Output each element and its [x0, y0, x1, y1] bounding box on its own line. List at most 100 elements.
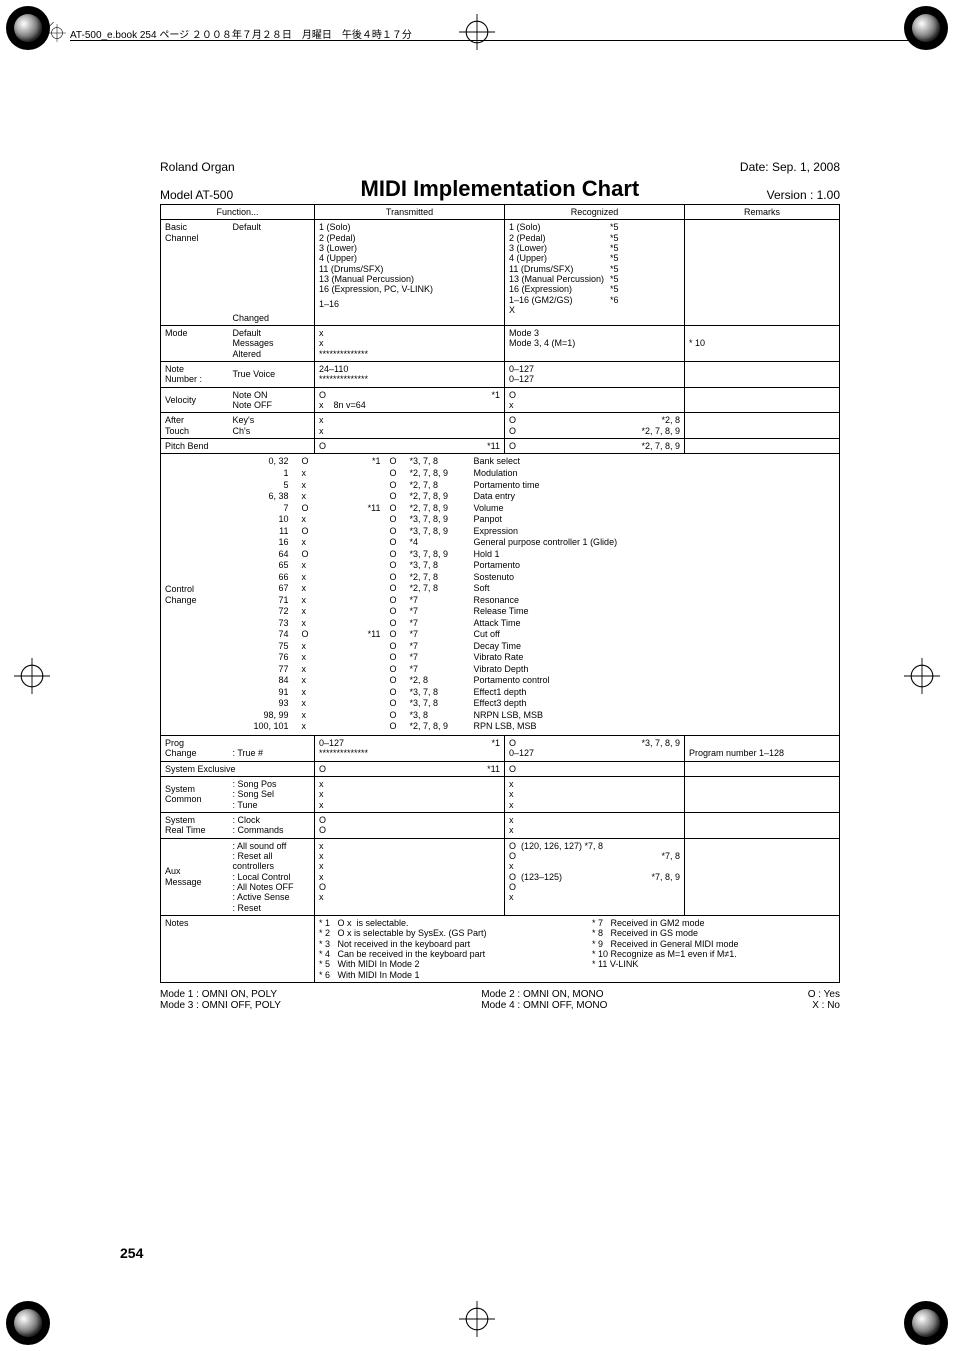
cell: : Song Pos : Song Sel : Tune	[229, 776, 315, 812]
cc-rem: Cut off	[471, 629, 631, 641]
cc-rem: NRPN LSB, MSB	[471, 710, 631, 722]
cc-txn	[357, 721, 387, 733]
cc-rx: O	[387, 514, 407, 526]
cell: : Clock	[233, 815, 311, 825]
brand-line: Roland Organ	[160, 160, 235, 174]
cc-rxn: *3, 7, 8, 9	[407, 526, 471, 538]
cc-tx: x	[299, 537, 357, 549]
cc-txn: *1	[357, 456, 387, 468]
cell: True Voice	[229, 362, 315, 388]
cell: * 10	[685, 326, 840, 362]
cell: x x x	[315, 776, 505, 812]
cc-rx: O	[387, 572, 407, 584]
corner-ornament	[904, 1301, 948, 1345]
cc-rxn: *7	[407, 652, 471, 664]
cc-tx: x	[299, 721, 357, 733]
cell: 1 (Solo) 2 (Pedal) 3 (Lower) 4 (Upper) 1…	[505, 220, 685, 326]
cc-txn	[357, 675, 387, 687]
cc-txn	[357, 480, 387, 492]
cell: 24–110 **************	[315, 362, 505, 388]
cell: 1 (Solo) 2 (Pedal) 3 (Lower) 4 (Upper) 1…	[509, 222, 610, 305]
cc-num: 91	[229, 687, 299, 699]
cc-num: 73	[229, 618, 299, 630]
cc-tx: x	[299, 618, 357, 630]
cc-rem: General purpose controller 1 (Glide)	[471, 537, 631, 549]
cc-num: 65	[229, 560, 299, 572]
cc-num: 77	[229, 664, 299, 676]
cell: O*2, 7, 8, 9	[505, 439, 685, 454]
cc-rxn: *7	[407, 595, 471, 607]
cc-num: 75	[229, 641, 299, 653]
cc-num: 76	[229, 652, 299, 664]
cc-txn	[357, 537, 387, 549]
cc-num: 67	[229, 583, 299, 595]
cc-num: 0, 32	[229, 456, 299, 468]
cc-num: 98, 99	[229, 710, 299, 722]
cc-tx: x	[299, 698, 357, 710]
cc-rxn: *3, 7, 8	[407, 687, 471, 699]
cell: : All Notes OFF	[233, 882, 311, 892]
cc-rx: O	[387, 698, 407, 710]
cell: O	[505, 761, 685, 776]
cc-rem: Effect1 depth	[471, 687, 631, 699]
midi-chart-table: Function... Transmitted Recognized Remar…	[160, 204, 840, 983]
cell: : Reset all controllers	[233, 851, 311, 872]
cc-rx: O	[387, 526, 407, 538]
cc-tx: O	[299, 629, 357, 641]
cell: x x x	[505, 776, 685, 812]
cell: O (120, 126, 127) *7, 8 O x O (123–125) …	[509, 841, 610, 903]
cc-rx: O	[387, 537, 407, 549]
cc-num: 5	[229, 480, 299, 492]
cell: x x	[505, 812, 685, 838]
cc-rxn: *7	[407, 606, 471, 618]
cell: Altered	[233, 349, 311, 359]
registration-mark-icon	[459, 14, 495, 50]
cell: *2, 8 *2, 7, 8, 9	[610, 415, 680, 436]
cell: : All sound off	[233, 841, 311, 851]
cell: O 0–127*3, 7, 8, 9	[505, 735, 685, 761]
cc-txn	[357, 526, 387, 538]
cell: Key's	[233, 415, 311, 425]
notes-right: * 7 Received in GM2 mode * 8 Received in…	[592, 918, 835, 980]
cc-num: 6, 38	[229, 491, 299, 503]
cc-num: 10	[229, 514, 299, 526]
cell: Ch's	[233, 426, 311, 436]
row-after-label: After Touch	[161, 413, 229, 439]
cc-rx: O	[387, 710, 407, 722]
cc-rx: O	[387, 664, 407, 676]
cell	[685, 220, 840, 326]
cell: X	[509, 305, 680, 315]
cc-tx: x	[299, 514, 357, 526]
cell: O O	[509, 415, 610, 436]
cc-txn	[357, 606, 387, 618]
page-number: 254	[120, 1245, 143, 1261]
cell: O x 8n v=64*1	[315, 387, 505, 413]
cc-num: 1	[229, 468, 299, 480]
cc-num: 84	[229, 675, 299, 687]
cc-rx: O	[387, 480, 407, 492]
cc-txn	[357, 687, 387, 699]
cc-rxn: *3, 7, 8, 9	[407, 514, 471, 526]
cc-rxn: *2, 7, 8	[407, 572, 471, 584]
cc-rx: O	[387, 583, 407, 595]
cc-rem: Effect3 depth	[471, 698, 631, 710]
cc-txn	[357, 491, 387, 503]
cc-txn	[357, 595, 387, 607]
cc-rem: Vibrato Rate	[471, 652, 631, 664]
cc-rem: Volume	[471, 503, 631, 515]
cell: O O*2, 8 *2, 7, 8, 9	[505, 413, 685, 439]
cc-rx: O	[387, 618, 407, 630]
cc-tx: x	[299, 606, 357, 618]
cc-tx: x	[299, 572, 357, 584]
cc-rem: Attack Time	[471, 618, 631, 630]
cc-rem: Resonance	[471, 595, 631, 607]
cc-txn	[357, 549, 387, 561]
cell: : Active Sense	[233, 892, 311, 902]
corner-ornament	[904, 6, 948, 50]
cell: 1 (Solo) 2 (Pedal) 3 (Lower) 4 (Upper) 1…	[315, 220, 505, 326]
cell: x x x x O x	[315, 838, 505, 915]
page-title: MIDI Implementation Chart	[361, 176, 640, 201]
cc-rx: O	[387, 491, 407, 503]
cc-rxn: *3, 7, 8, 9	[407, 549, 471, 561]
cc-num: 64	[229, 549, 299, 561]
